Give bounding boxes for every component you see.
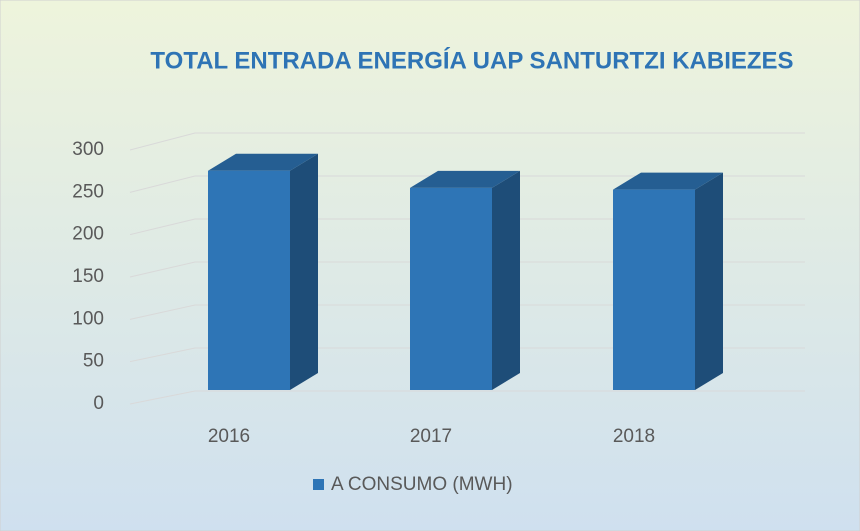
legend-swatch	[313, 479, 324, 490]
grid-line	[129, 347, 805, 363]
bar-side	[290, 153, 318, 390]
bar-top	[410, 170, 520, 188]
x-tick-label: 2018	[613, 426, 655, 447]
grid-line	[129, 218, 805, 236]
grid-line	[129, 304, 805, 320]
y-tick-label: 250	[72, 181, 104, 202]
bar-side	[695, 172, 723, 390]
legend-label: A CONSUMO (MWH)	[331, 474, 513, 495]
chart-title: TOTAL ENTRADA ENERGÍA UAP SANTURTZI KABI…	[150, 46, 793, 74]
bar-front	[613, 189, 695, 390]
grid-line	[129, 132, 805, 151]
y-tick-label: 150	[72, 266, 104, 287]
bar-side	[492, 170, 520, 390]
grid-line	[129, 261, 805, 278]
y-tick-label: 200	[72, 224, 104, 245]
y-tick-label: 100	[72, 308, 104, 329]
bar-front	[208, 170, 290, 390]
grid-line	[129, 175, 805, 193]
grid-line	[129, 390, 805, 405]
y-tick-label: 300	[72, 139, 104, 160]
bar	[410, 170, 520, 390]
bar	[613, 172, 723, 390]
y-tick-label: 50	[83, 351, 104, 372]
bar-top	[613, 172, 723, 190]
bar-front	[410, 187, 492, 390]
x-tick-label: 2016	[208, 426, 250, 447]
x-tick-label: 2017	[410, 426, 452, 447]
y-tick-label: 0	[93, 393, 104, 414]
bar	[208, 153, 318, 390]
bar-top	[208, 153, 318, 171]
